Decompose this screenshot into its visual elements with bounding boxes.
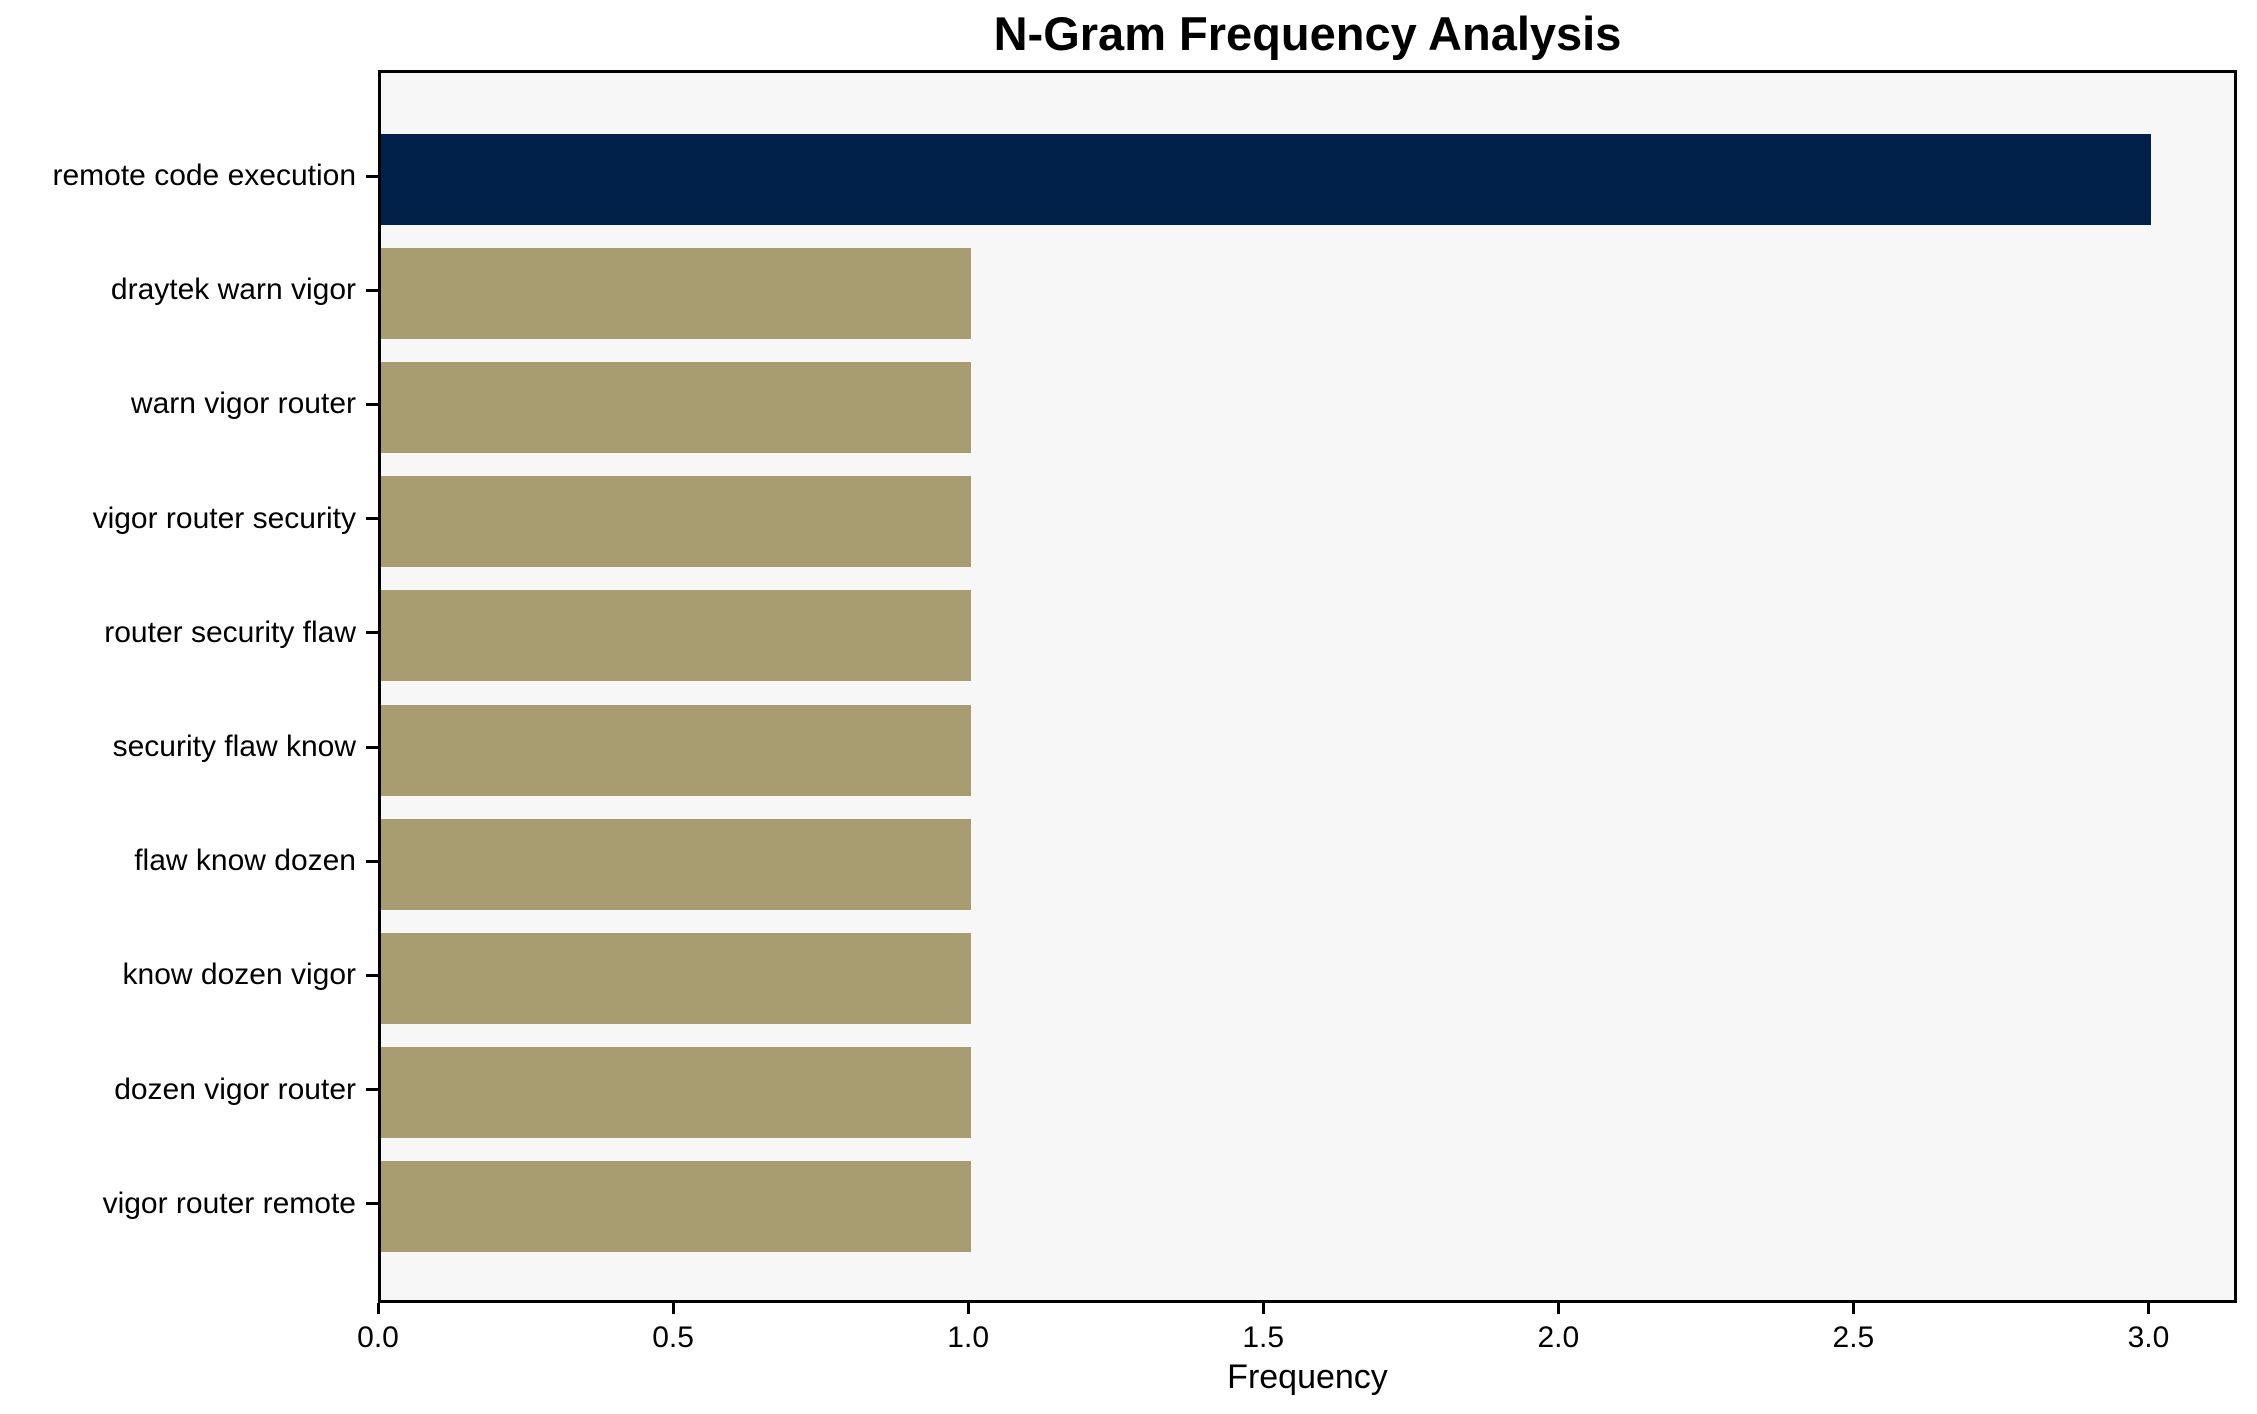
x-tick-label: 0.5 [652,1321,694,1354]
y-tick [366,745,378,749]
x-tick [1851,1303,1855,1314]
y-axis-label: vigor router security [92,501,356,535]
x-tick [1261,1303,1265,1314]
x-tick [2146,1303,2150,1314]
plot-inner [381,73,2234,1300]
y-axis-label: router security flaw [104,615,356,649]
x-tick-label: 1.0 [947,1321,990,1354]
bar-vigor-router-remote [381,1161,972,1253]
x-tick-label: 0.0 [357,1321,399,1354]
y-axis-label: warn vigor router [130,387,356,421]
y-tick [366,1088,378,1092]
y-axis-label: flaw know dozen [134,844,356,878]
bar-router-security-flaw [381,590,972,682]
y-axis-label: dozen vigor router [114,1072,356,1106]
y-axis-label: draytek warn vigor [110,273,356,307]
x-tick [376,1303,380,1314]
x-axis-title: Frequency [1227,1358,1388,1396]
bar-draytek-warn-vigor [381,247,972,339]
y-tick [366,859,378,863]
y-tick [366,174,378,178]
chart-title: N-Gram Frequency Analysis [993,7,1622,60]
y-tick [366,973,378,977]
bar-dozen-vigor-router [381,1047,972,1139]
plot-area [378,70,2237,1303]
y-axis-label: remote code execution [52,159,356,192]
bar-security-flaw-know [381,704,972,796]
x-tick-label: 1.5 [1242,1321,1285,1354]
y-tick [366,288,378,292]
bar-flaw-know-dozen [381,818,972,910]
y-axis-label: vigor router remote [102,1186,356,1220]
bar-know-dozen-vigor [381,932,972,1024]
x-tick [1556,1303,1560,1314]
x-tick-label: 3.0 [2127,1321,2170,1354]
y-axis-label: know dozen vigor [122,958,356,992]
y-axis-label: security flaw know [112,730,356,763]
y-tick [366,517,378,521]
y-tick [366,1202,378,1206]
bar-remote-code-execution [381,133,2152,225]
x-tick [966,1303,970,1314]
bar-warn-vigor-router [381,361,972,453]
bar-vigor-router-security [381,476,972,568]
y-tick [366,631,378,635]
x-tick-label: 2.5 [1832,1321,1875,1354]
y-tick [366,402,378,406]
x-tick-label: 2.0 [1537,1321,1580,1354]
x-tick [671,1303,675,1314]
